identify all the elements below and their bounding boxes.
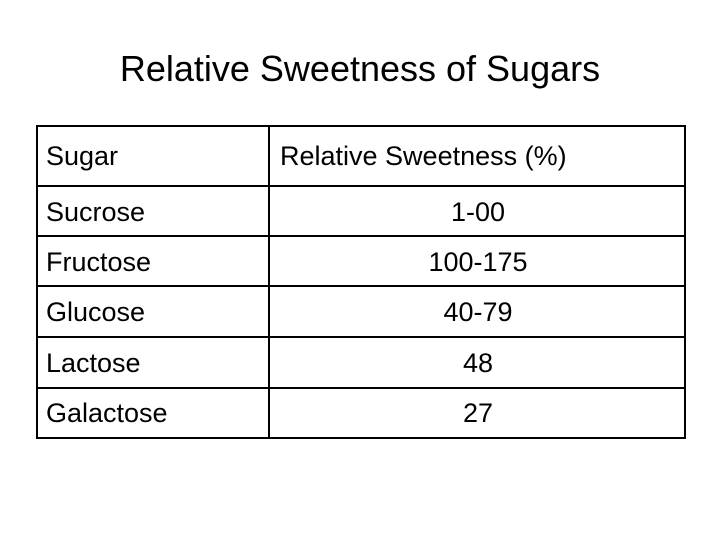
row-divider (36, 285, 686, 287)
sugar-name: Glucose (46, 297, 146, 327)
sweetness-value: 100-175 (428, 247, 528, 277)
sweetness-value: 48 (462, 348, 494, 378)
sugar-name: Lactose (46, 348, 141, 378)
sweetness-value: 40-79 (443, 297, 513, 327)
header-divider (36, 185, 686, 187)
table-border-left (36, 125, 38, 439)
slide-title: Relative Sweetness of Sugars (119, 48, 601, 89)
row-divider (36, 336, 686, 338)
sweetness-table: Sugar Relative Sweetness (%) Sucrose 1-0… (36, 125, 686, 439)
header-sugar: Sugar (46, 141, 119, 171)
sweetness-value: 27 (462, 398, 494, 428)
row-divider (36, 387, 686, 389)
header-relative-sweetness: Relative Sweetness (%) (280, 141, 567, 171)
sugar-name: Fructose (46, 247, 152, 277)
sugar-name: Sucrose (46, 197, 146, 227)
sugar-name: Galactose (46, 398, 168, 428)
table-border-right (684, 125, 686, 439)
sweetness-value: 1-00 (450, 197, 506, 227)
table-border-bottom (36, 437, 686, 439)
column-divider (268, 125, 270, 439)
table-border-top (36, 125, 686, 127)
row-divider (36, 235, 686, 237)
